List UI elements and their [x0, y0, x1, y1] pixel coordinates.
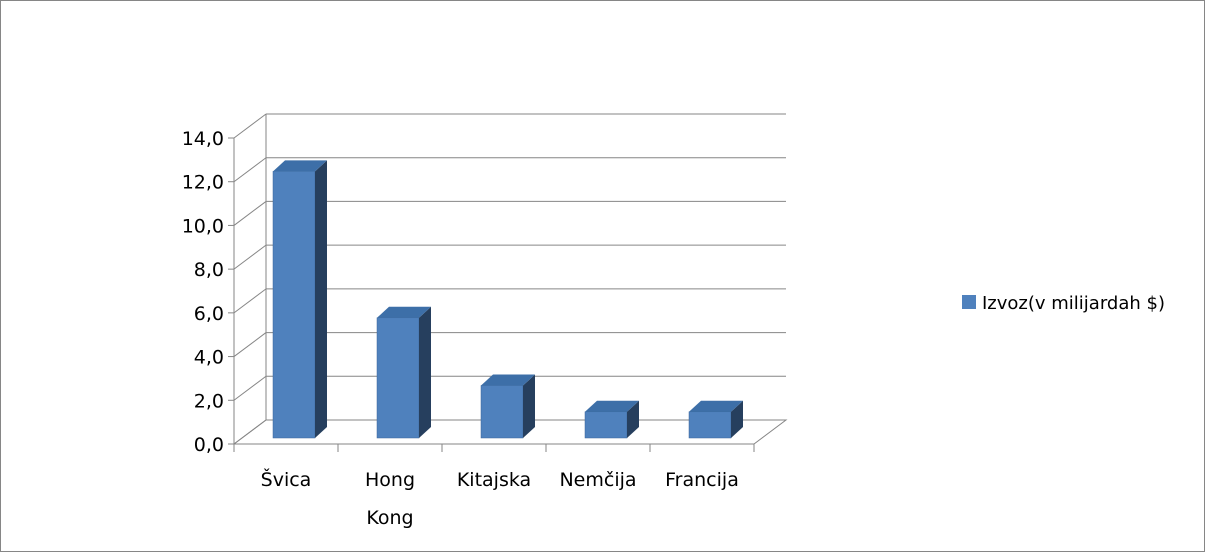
legend-swatch: [962, 295, 976, 309]
gridline-side: [233, 201, 267, 226]
gridline-side: [233, 244, 267, 270]
bar-0: [272, 160, 327, 439]
bar-top: [481, 374, 535, 386]
bar-top: [273, 160, 327, 172]
x-category-label-line: Kitajska: [457, 469, 531, 491]
x-category-label: Nemčija: [559, 469, 636, 491]
bar-side: [627, 400, 639, 438]
y-tick-label: 6,0: [194, 303, 224, 325]
y-tick-label: 8,0: [194, 259, 224, 281]
y-axis-ticks: 0,0 2,0 4,0 6,0 8,0 10,0 12,0 14,0: [182, 128, 224, 456]
gridline-side: [233, 288, 267, 314]
legend: Izvoz(v milijardah $): [962, 293, 1165, 314]
gridline-side: [233, 157, 267, 183]
gridline-side: [233, 419, 267, 445]
legend-label: Izvoz(v milijardah $): [982, 293, 1165, 314]
y-tick-label: 2,0: [194, 390, 224, 412]
bar-front: [584, 411, 628, 439]
x-category-label: Švica: [261, 467, 312, 491]
bar-front: [480, 385, 524, 439]
bar-1: [376, 306, 431, 439]
bar-top: [377, 306, 431, 318]
x-category-label-line: Kong: [366, 507, 413, 529]
x-category-label: Francija: [665, 469, 739, 491]
bar-front: [376, 317, 420, 439]
x-category-label-line: Nemčija: [559, 469, 636, 491]
y-tick-label: 0,0: [194, 434, 224, 456]
bar-top: [689, 400, 743, 412]
bar-front: [272, 171, 316, 439]
x-category-label: Kitajska: [457, 469, 531, 491]
bar-2: [480, 374, 535, 439]
y-tick-label: 4,0: [194, 347, 224, 369]
bar-4: [688, 400, 743, 439]
bar-top: [585, 400, 639, 412]
gridline-side: [233, 113, 267, 139]
gridline-side: [233, 375, 267, 401]
x-category-label-line: Francija: [665, 469, 739, 491]
gridline-side: [233, 332, 267, 357]
bar-3: [584, 400, 639, 439]
y-tick-label: 14,0: [182, 128, 224, 150]
bar-side: [419, 306, 431, 438]
x-category-label-line: Švica: [261, 467, 312, 491]
bar-side: [315, 160, 327, 439]
bar-side: [523, 374, 535, 438]
y-tick-label: 12,0: [182, 172, 224, 194]
bars: [272, 160, 743, 439]
y-tick-label: 10,0: [182, 215, 224, 237]
bar-front: [688, 411, 732, 439]
x-category-label-line: Hong: [365, 469, 415, 491]
x-category-label: Hong Kong: [365, 469, 415, 529]
bar-side: [731, 400, 743, 438]
x-axis-labels: Švica Hong Kong Kitajska Nemčija Francija: [233, 444, 755, 529]
